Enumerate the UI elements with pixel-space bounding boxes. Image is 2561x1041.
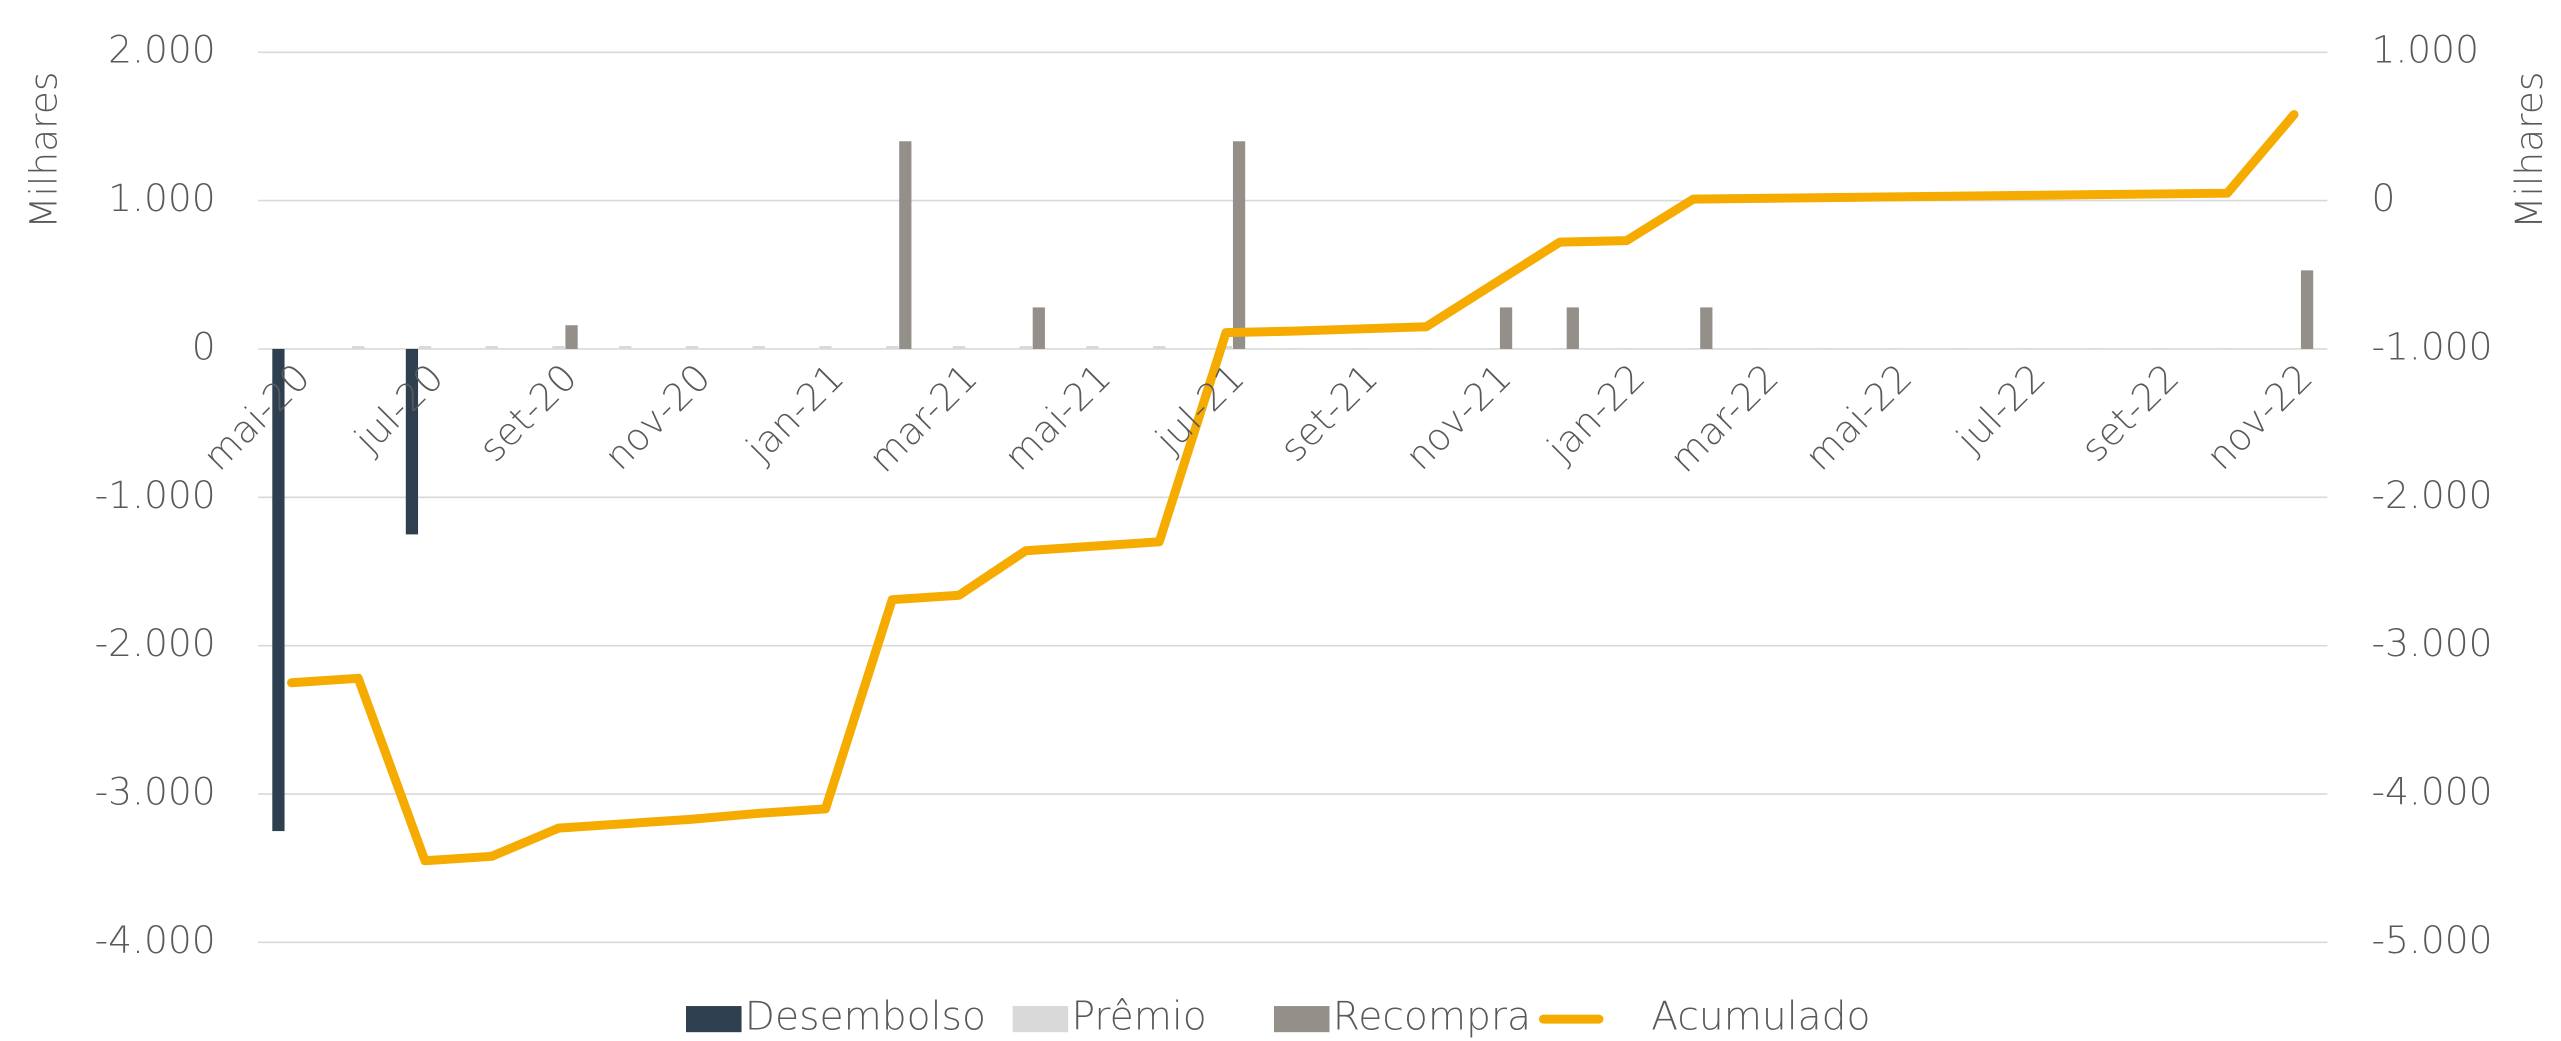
- bar: [272, 348, 285, 832]
- x-tick-label: nov-21: [1397, 355, 1520, 478]
- x-tick-label: nov-20: [596, 355, 719, 478]
- y2-tick-label: -3.000: [2371, 621, 2492, 665]
- legend-label: Acumulado: [1651, 995, 1870, 1040]
- bar: [1566, 307, 1579, 349]
- x-tick-label: jul-22: [1947, 355, 2054, 462]
- y-tick-label: 0: [192, 324, 216, 368]
- bar: [552, 345, 565, 349]
- bar: [1753, 348, 1767, 349]
- x-tick-label: jul-21: [1146, 355, 1253, 462]
- y2-axis-label: Milhares: [2507, 72, 2551, 229]
- x-tick-label: set-20: [470, 355, 585, 470]
- y2-tick-label: -5.000: [2371, 918, 2492, 962]
- bar: [1086, 345, 1099, 349]
- x-tick-label: mai-21: [995, 355, 1119, 479]
- legend-label: Recompra: [1333, 995, 1531, 1040]
- bar: [1687, 348, 1700, 349]
- bar: [819, 345, 832, 349]
- bar: [1420, 348, 1433, 349]
- bar: [2300, 270, 2314, 349]
- y-tick-label: -2.000: [95, 621, 216, 665]
- bar: [1032, 307, 1045, 349]
- y-axis-label: Milhares: [21, 72, 65, 229]
- bar: [1153, 345, 1166, 349]
- bar: [1620, 348, 1633, 349]
- bar: [405, 348, 419, 535]
- bar: [2020, 348, 2034, 349]
- x-tick-label: set-21: [1271, 355, 1386, 470]
- bar: [2221, 348, 2234, 349]
- bar: [952, 345, 966, 349]
- bar: [1232, 141, 1246, 349]
- legend-swatch: [686, 1006, 742, 1033]
- bar: [1887, 348, 1900, 349]
- bar: [1553, 348, 1566, 349]
- y2-tick-label: 0: [2371, 176, 2395, 220]
- bar: [352, 345, 365, 349]
- bar: [1700, 307, 1713, 349]
- x-tick-label: mai-20: [194, 355, 318, 479]
- y-tick-label: -3.000: [95, 770, 216, 814]
- x-tick-label: jan-22: [1538, 355, 1654, 471]
- legend-label: Desembolso: [745, 995, 986, 1040]
- y-tick-label: -1.000: [95, 473, 216, 517]
- legend-swatch: [1012, 1006, 1069, 1033]
- x-tick-label: mar-21: [860, 355, 986, 481]
- bar: [485, 345, 498, 349]
- legend-label: Prêmio: [1071, 995, 1206, 1040]
- x-tick-label: mar-22: [1661, 355, 1787, 481]
- bar: [752, 345, 765, 349]
- y2-tick-label: -2.000: [2371, 473, 2492, 517]
- bar: [685, 345, 699, 349]
- x-tick-label: set-22: [2072, 355, 2187, 470]
- x-tick-label: jul-20: [345, 355, 452, 462]
- bar: [1820, 348, 1833, 349]
- bar: [565, 325, 578, 349]
- y2-tick-label: -1.000: [2371, 324, 2492, 368]
- y-tick-label: 2.000: [108, 28, 215, 72]
- bar: [1353, 348, 1366, 349]
- bar: [1499, 307, 1513, 349]
- bar: [1954, 348, 1967, 349]
- bar: [418, 345, 432, 349]
- y2-tick-label: 1.000: [2371, 28, 2479, 72]
- line: [287, 110, 2299, 866]
- bar: [2154, 348, 2167, 349]
- bar: [1219, 345, 1233, 349]
- bar: [886, 345, 899, 349]
- bar: [1286, 348, 1299, 349]
- x-tick-label: nov-22: [2198, 355, 2321, 478]
- bar: [2087, 348, 2100, 349]
- bar: [1019, 345, 1032, 349]
- bar: [1486, 348, 1500, 349]
- y2-tick-label: -4.000: [2371, 770, 2492, 814]
- x-tick-label: mai-22: [1796, 355, 1920, 479]
- y-tick-label: 1.000: [108, 176, 215, 220]
- y-tick-label: -4.000: [95, 918, 216, 962]
- bar: [899, 141, 912, 349]
- x-tick-label: jan-21: [737, 355, 853, 471]
- legend-swatch: [1273, 1006, 1330, 1033]
- bar: [619, 345, 632, 349]
